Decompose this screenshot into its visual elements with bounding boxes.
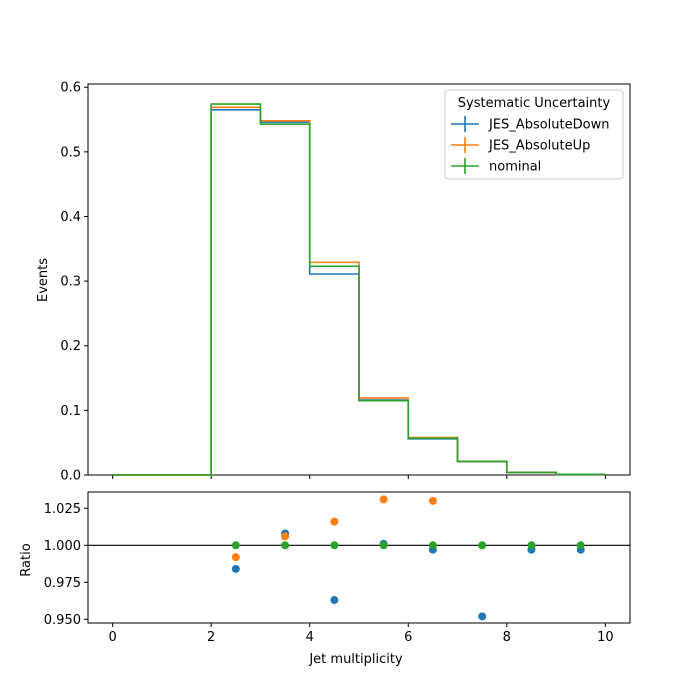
- ratio-panel: 0.950 0.975 1.000 1.025 0 2 4 6 8 10 Ratio Jet m…: [19, 491, 631, 667]
- ratio-point: [281, 541, 290, 550]
- events-y-tick-label: 0.3: [60, 275, 81, 290]
- events-y-tick-label: 0.1: [60, 404, 81, 419]
- events-y-tick-label: 0.5: [60, 145, 81, 160]
- legend-title: Systematic Uncertainty: [458, 96, 611, 111]
- legend: Systematic Uncertainty JES_AbsoluteDownJ…: [444, 89, 624, 180]
- ratio-point: [428, 496, 437, 505]
- legend-label: JES_AbsoluteUp: [488, 139, 590, 154]
- events-panel: 0.0 0.1 0.2 0.3 0.4 0.5 0.6 Events Systematic …: [36, 81, 631, 484]
- ratio-x-tick-label: 2: [207, 630, 215, 645]
- ratio-point: [576, 541, 585, 550]
- ratio-point: [527, 541, 536, 550]
- ratio-x-tick-label: 0: [108, 630, 116, 645]
- ratio-y-tick-label: 1.025: [44, 502, 81, 517]
- legend-label: nominal: [489, 160, 541, 175]
- events-y-tick-label: 0.2: [60, 339, 81, 354]
- events-y-tick-label: 0.0: [60, 469, 81, 484]
- ratio-plot-frame: [87, 491, 631, 624]
- ratio-y-ticks: 0.950 0.975 1.000 1.025: [44, 502, 88, 628]
- events-series: [112, 103, 606, 476]
- ratio-point: [379, 541, 388, 550]
- ratio-point: [231, 541, 240, 550]
- ratio-x-tick-label: 6: [404, 630, 412, 645]
- events-y-tick-label: 0.4: [60, 210, 81, 225]
- ratio-y-axis-label: Ratio: [19, 543, 34, 576]
- ratio-x-tick-label: 4: [306, 630, 314, 645]
- events-y-tick-label: 0.6: [60, 81, 81, 96]
- ratio-x-tick-label: 8: [503, 630, 511, 645]
- ratio-y-tick-label: 0.950: [44, 613, 81, 628]
- events-plot-frame: [87, 83, 631, 476]
- ratio-point: [428, 541, 437, 550]
- events-x-ticks: [112, 475, 606, 479]
- ratio-y-tick-label: 0.975: [44, 576, 81, 591]
- legend-label: JES_AbsoluteDown: [488, 118, 609, 133]
- ratio-point: [330, 541, 339, 550]
- ratio-x-axis-label: Jet multiplicity: [308, 652, 403, 667]
- ratio-x-ticks: 0 2 4 6 8 10: [108, 623, 614, 645]
- ratio-point: [379, 495, 388, 504]
- ratio-x-tick-label: 10: [597, 630, 614, 645]
- events-y-axis-label: Events: [36, 258, 51, 302]
- ratio-point: [231, 564, 240, 573]
- ratio-series: [231, 495, 585, 621]
- ratio-point: [281, 532, 290, 541]
- ratio-point: [231, 553, 240, 562]
- ratio-point: [478, 612, 487, 621]
- legend-box: [444, 89, 624, 180]
- events-step-line: [112, 103, 606, 476]
- ratio-point: [478, 541, 487, 550]
- ratio-point: [330, 517, 339, 526]
- ratio-y-tick-label: 1.000: [44, 539, 81, 554]
- ratio-point: [330, 596, 339, 605]
- events-y-ticks: 0.0 0.1 0.2 0.3 0.4 0.5 0.6: [60, 81, 88, 484]
